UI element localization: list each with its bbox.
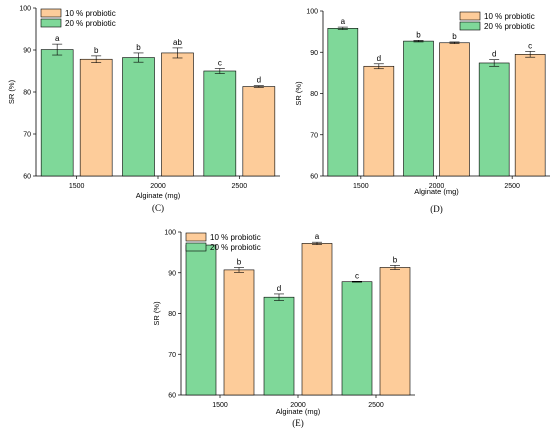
y-tick-label: 70	[310, 132, 318, 139]
significance-letter: b	[393, 255, 398, 264]
significance-letter: c	[355, 271, 359, 280]
y-tick-label: 70	[23, 132, 31, 139]
panel-label: (C)	[152, 203, 164, 213]
bar-10pct-2500	[514, 54, 546, 177]
bar-10pct-2000	[439, 42, 470, 177]
significance-letter: ab	[173, 38, 182, 47]
significance-letter: b	[94, 46, 99, 55]
y-tick-label: 60	[310, 174, 318, 181]
y-axis-title: SR (%)	[294, 81, 303, 106]
legend-swatch	[40, 18, 62, 28]
significance-letter: a	[55, 34, 60, 43]
significance-letter: b	[452, 32, 457, 41]
chart-panel-2: 60 70 80 90 100 SR (%) a d 1500 b b 2000 d c 2500 Algin…	[294, 9, 550, 214]
bar-20pct-1500	[40, 49, 74, 177]
x-tick-label: 1500	[69, 183, 85, 190]
y-tick-label: 80	[168, 311, 176, 318]
significance-letter: b	[237, 257, 242, 266]
x-tick-label: 2500	[232, 183, 248, 190]
y-tick-label: 100	[19, 6, 31, 13]
legend-swatch	[185, 242, 207, 252]
y-tick-label: 70	[168, 352, 176, 359]
significance-letter: c	[218, 58, 222, 67]
x-tick-label: 2500	[368, 402, 384, 409]
legend-label: 20 % probiotic	[484, 22, 535, 31]
panel-label: (E)	[292, 418, 304, 428]
y-tick-label: 80	[23, 90, 31, 97]
bar-20pct-2500	[203, 70, 237, 177]
y-tick-label: 60	[168, 393, 176, 400]
legend-swatch	[185, 232, 207, 242]
significance-letter: d	[257, 76, 261, 85]
bar-10pct-2500	[379, 267, 411, 396]
bar-20pct-2500	[478, 62, 510, 177]
significance-letter: b	[416, 30, 421, 39]
significance-letter: a	[315, 232, 320, 241]
y-tick-label: 100	[306, 9, 318, 16]
legend-label: 10 % probiotic	[210, 233, 261, 242]
bar-20pct-2000	[122, 57, 155, 177]
significance-letter: b	[136, 43, 141, 52]
y-axis-title: SR (%)	[7, 79, 16, 104]
significance-letter: d	[492, 50, 496, 59]
x-tick-label: 2000	[429, 183, 445, 190]
significance-letter: d	[377, 54, 381, 63]
bar-10pct-2000	[301, 243, 333, 396]
bar-10pct-1500	[363, 65, 395, 177]
bar-20pct-2500	[341, 281, 373, 396]
y-tick-label: 80	[310, 91, 318, 98]
legend-swatch	[459, 11, 481, 21]
bar-20pct-2000	[403, 40, 434, 177]
legend-label: 10 % probiotic	[484, 12, 535, 21]
significance-letter: c	[528, 41, 532, 50]
panel-label: (D)	[430, 204, 443, 214]
significance-letter: a	[341, 17, 346, 26]
x-axis-title: Alginate (mg)	[276, 407, 321, 416]
bar-10pct-2000	[161, 52, 194, 177]
y-tick-label: 90	[310, 50, 318, 57]
y-tick-label: 90	[23, 48, 31, 55]
bar-10pct-1500	[79, 58, 113, 177]
x-tick-label: 1500	[353, 183, 369, 190]
y-tick-label: 90	[168, 270, 176, 277]
legend-label: 10 % probiotic	[65, 9, 116, 18]
x-tick-label: 2000	[290, 402, 306, 409]
bar-10pct-1500	[223, 269, 255, 396]
y-tick-label: 100	[164, 230, 176, 237]
x-axis-title: Alginate (mg)	[136, 191, 181, 200]
x-tick-label: 2500	[504, 183, 520, 190]
legend-label: 20 % probiotic	[210, 243, 261, 252]
x-axis-title: Alginate (mg)	[414, 187, 459, 196]
significance-letter: d	[277, 284, 281, 293]
bar-20pct-1500	[185, 244, 217, 396]
bar-10pct-2500	[242, 86, 276, 177]
x-tick-label: 2000	[150, 183, 166, 190]
legend-swatch	[40, 8, 62, 18]
legend-swatch	[459, 21, 481, 31]
bar-20pct-1500	[327, 28, 359, 177]
x-tick-label: 1500	[212, 402, 228, 409]
bar-20pct-2000	[263, 296, 295, 396]
y-tick-label: 60	[23, 174, 31, 181]
legend-label: 20 % probiotic	[65, 19, 116, 28]
y-axis-title: SR (%)	[152, 301, 161, 326]
